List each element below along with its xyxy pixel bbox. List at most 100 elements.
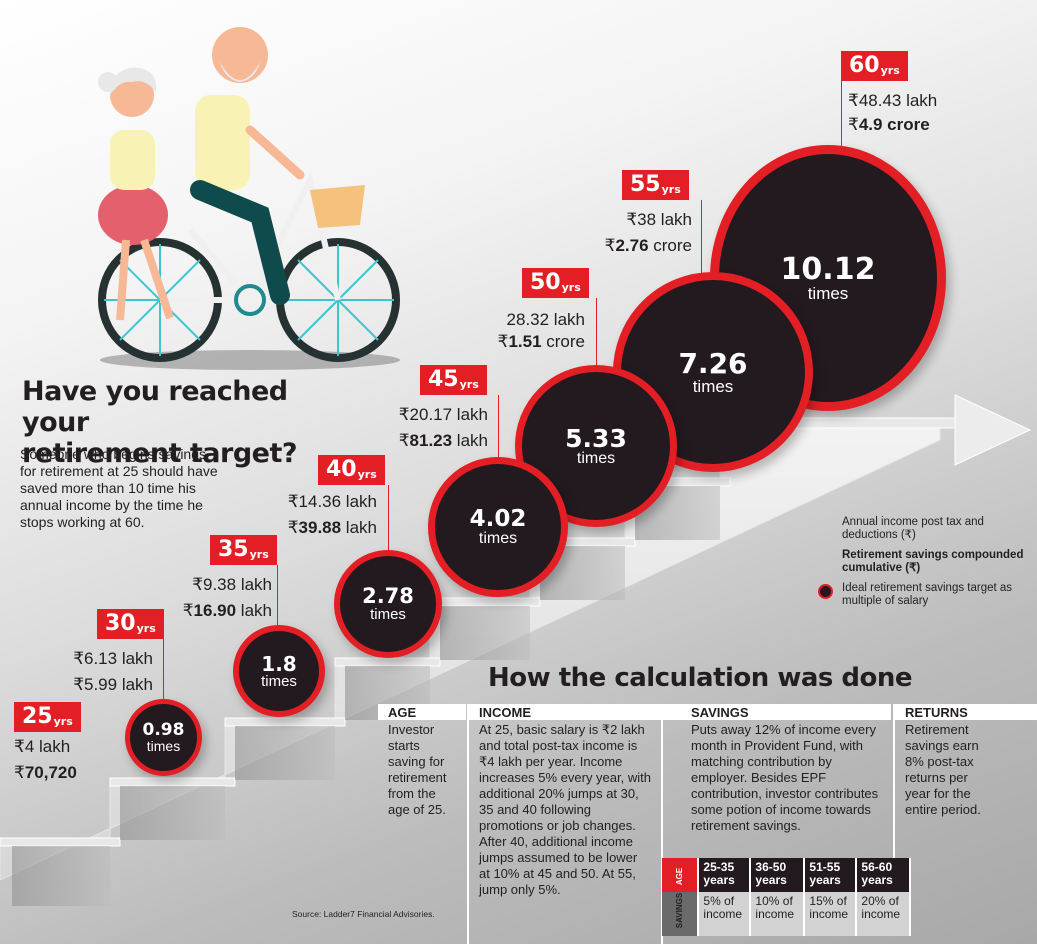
savings-suffix: lakh xyxy=(341,518,377,537)
table-cell: 15% of income xyxy=(804,892,858,936)
calc-column-savings: SAVINGS Puts away 12% of income every mo… xyxy=(663,704,891,836)
savings-bold: 16.90 xyxy=(193,601,237,620)
multiple-label: times xyxy=(692,376,734,396)
column-body: At 25, basic salary is ₹2 lakh and total… xyxy=(479,722,651,897)
savings-prefix: ₹ xyxy=(497,332,509,351)
column-heading: AGE xyxy=(378,704,466,720)
age-value: 45 xyxy=(428,367,459,392)
age-unit: yrs xyxy=(459,378,479,391)
multiple-circle-40: 2.78 times xyxy=(334,550,442,658)
savings-bold: 4.9 crore xyxy=(858,115,930,134)
savings-suffix: lakh xyxy=(452,431,488,450)
multiple-circle-45: 4.02 times xyxy=(428,457,568,597)
table-cell: 20% of income xyxy=(856,892,912,936)
age-badge-50: 50 yrs xyxy=(522,268,589,298)
age-unit: yrs xyxy=(136,622,156,635)
multiple-circle-30: 0.98 times xyxy=(125,699,202,776)
column-divider xyxy=(467,704,469,944)
age-badge-30: 30 yrs xyxy=(97,609,164,639)
arrow-icon xyxy=(954,394,1032,466)
age-value: 55 xyxy=(630,172,661,197)
income-25: ₹4 lakh xyxy=(14,737,71,756)
savings-prefix: ₹ xyxy=(604,236,616,255)
title-line-1: Have you reached your xyxy=(22,376,288,438)
column-heading: SAVINGS xyxy=(663,704,891,720)
savings-60: ₹4.9 crore xyxy=(848,112,930,138)
multiple-label: times xyxy=(261,672,297,690)
table-row-age: AGE 25-35 years 36-50 years 51-55 years … xyxy=(662,858,912,892)
income-30: ₹6.13 lakh xyxy=(73,649,153,668)
legend-savings: Retirement savings compounded cumulative… xyxy=(842,549,1024,574)
savings-prefix: ₹ xyxy=(287,518,299,537)
multiple-label: times xyxy=(146,738,181,754)
multiple-circle-35: 1.8 times xyxy=(233,625,325,717)
calculation-title: How the calculation was done xyxy=(488,663,913,693)
couple-on-bicycle-illustration xyxy=(98,27,400,370)
column-heading: RETURNS xyxy=(895,704,1037,720)
calc-column-age: AGE Investor starts saving for retiremen… xyxy=(378,704,466,820)
age-value: 30 xyxy=(105,611,136,636)
age-value: 25 xyxy=(22,704,53,729)
income-35: ₹9.38 lakh xyxy=(192,575,272,594)
savings-bold: 70,720 xyxy=(24,763,77,782)
income-45: ₹20.17 lakh xyxy=(398,405,488,424)
legend-multiple: Ideal retirement savings target as multi… xyxy=(818,582,1032,607)
savings-35: ₹16.90 lakh xyxy=(183,598,272,624)
connector-line xyxy=(163,639,164,699)
savings-50: ₹1.51 crore xyxy=(498,329,585,355)
legend-multiple-label: Ideal retirement savings target as multi… xyxy=(842,582,1013,607)
column-body: Puts away 12% of income every month in P… xyxy=(691,722,879,833)
income-60: ₹48.43 lakh xyxy=(848,91,938,110)
savings-bold: 2.76 xyxy=(615,236,649,255)
connector-line xyxy=(277,565,278,625)
multiple-value: 10.12 xyxy=(780,251,876,287)
table-cell: 36-50 years xyxy=(750,858,806,892)
multiple-value: 4.02 xyxy=(469,505,527,532)
multiple-value: 0.98 xyxy=(142,720,185,740)
table-cell: 5% of income xyxy=(698,892,752,936)
age-value: 40 xyxy=(326,457,357,482)
income-40: ₹14.36 lakh xyxy=(287,492,377,511)
column-divider xyxy=(893,704,895,864)
table-row-savings: SAVINGS 5% of income 10% of income 15% o… xyxy=(662,892,912,936)
row-label-text: AGE xyxy=(675,867,685,886)
multiple-value: 5.33 xyxy=(565,423,627,453)
connector-line xyxy=(841,81,842,151)
savings-bold: 39.88 xyxy=(298,518,342,537)
multiple-label: times xyxy=(370,606,406,623)
savings-rate-table: AGE 25-35 years 36-50 years 51-55 years … xyxy=(662,858,912,936)
savings-prefix: ₹ xyxy=(848,115,859,134)
savings-55: ₹2.76 crore xyxy=(605,233,692,259)
savings-40: ₹39.88 lakh xyxy=(288,515,377,541)
age-value: 60 xyxy=(849,53,880,78)
row-label-text: SAVINGS xyxy=(675,892,685,929)
multiple-value: 1.8 xyxy=(261,651,297,676)
savings-25: ₹70,720 xyxy=(14,760,77,786)
income-50: 28.32 lakh xyxy=(506,310,585,329)
savings-bold: 81.23 xyxy=(409,431,453,450)
age-badge-45: 45 yrs xyxy=(420,365,487,395)
age-value: 50 xyxy=(530,270,561,295)
age-badge-40: 40 yrs xyxy=(318,455,385,485)
savings-prefix: ₹ xyxy=(398,431,410,450)
age-unit: yrs xyxy=(53,715,73,728)
source-credit: Source: Ladder7 Financial Advisories. xyxy=(292,909,435,919)
connector-line xyxy=(701,200,702,280)
page-title: Have you reached your retirement target? xyxy=(22,376,362,469)
intro-text: Someone who begins savings for retiremen… xyxy=(20,446,218,530)
age-badge-55: 55 yrs xyxy=(622,170,689,200)
calc-column-returns: RETURNS Retirement savings earn 8% post-… xyxy=(895,704,1037,820)
savings-prefix: ₹ xyxy=(182,601,194,620)
age-badge-35: 35 yrs xyxy=(210,535,277,565)
savings-suffix: lakh xyxy=(236,601,272,620)
connector-line xyxy=(388,485,389,551)
multiple-label: times xyxy=(576,449,616,467)
age-value: 35 xyxy=(218,537,249,562)
income-55: ₹38 lakh xyxy=(626,210,692,229)
age-unit: yrs xyxy=(661,183,681,196)
table-cell: 10% of income xyxy=(750,892,806,936)
savings-suffix: crore xyxy=(648,236,692,255)
savings-30: ₹5.99 lakh xyxy=(73,675,153,694)
savings-suffix: crore xyxy=(541,332,585,351)
